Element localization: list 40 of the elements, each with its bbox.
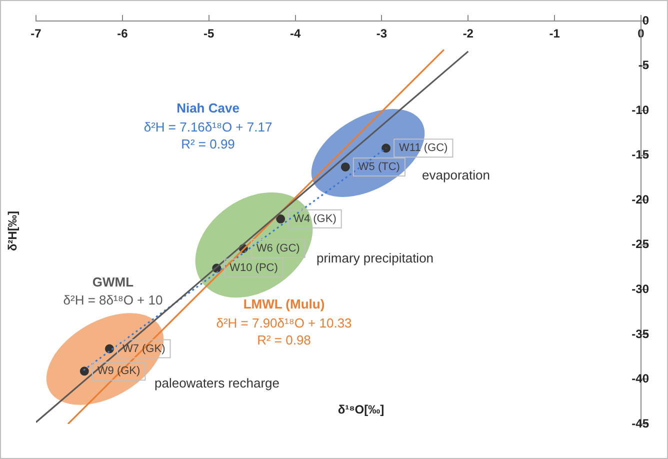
y-tick-label: -40 [632, 372, 650, 386]
data-label: W5 (TC) [358, 161, 400, 174]
y-axis-title: δ²H[‰] [5, 211, 20, 251]
annotation: primary precipitation [316, 250, 434, 266]
data-label: W6 (GC) [256, 242, 300, 254]
x-tick-label: -6 [117, 26, 128, 41]
annotation: evaporation [422, 168, 490, 183]
y-tick-label: -10 [632, 102, 650, 117]
text: Niah Cave [176, 100, 240, 116]
annotation: paleowaters recharge [154, 376, 280, 391]
y-tick-label: -5 [638, 58, 650, 72]
x-axis-title: δ¹⁸O[‰] [338, 402, 384, 416]
y-tick-label: -20 [632, 192, 650, 206]
y-tick-label: -15 [632, 148, 650, 162]
x-tick-label: -3 [376, 26, 388, 41]
x-tick-label: -5 [204, 26, 215, 41]
annotation: R² = 0.99 [181, 136, 235, 152]
text: LMWL (Mulu) [243, 296, 325, 312]
y-tick-label: -35 [632, 326, 650, 341]
point [340, 162, 350, 172]
annotation: δ²H = 7.90δ¹⁸O + 10.33 [216, 316, 352, 331]
text: GWML [92, 274, 134, 290]
x-tick-label: -7 [30, 26, 42, 41]
point [80, 366, 89, 376]
x-tick-label: -1 [549, 26, 560, 41]
annotation: R² = 0.98 [257, 332, 311, 348]
data-label: W10 (PC) [230, 262, 278, 274]
data-label: W11 (GC) [399, 142, 448, 154]
y-tick-label: -30 [632, 282, 650, 296]
point [276, 214, 286, 224]
x-tick-label: -2 [462, 26, 474, 41]
point [382, 144, 391, 153]
data-label: W9 (GK) [97, 365, 140, 378]
y-tick-label: 0 [642, 13, 650, 28]
x-tick-label: -4 [290, 26, 301, 41]
data-label: W4 (GK) [294, 212, 336, 225]
y-tick-label: -45 [632, 416, 650, 430]
y-tick-label: -25 [632, 237, 650, 252]
annotation: δ²H = 8δ¹⁸O + 10 [63, 292, 163, 308]
annotation: δ²H = 7.16δ¹⁸O + 7.17 [144, 120, 272, 135]
